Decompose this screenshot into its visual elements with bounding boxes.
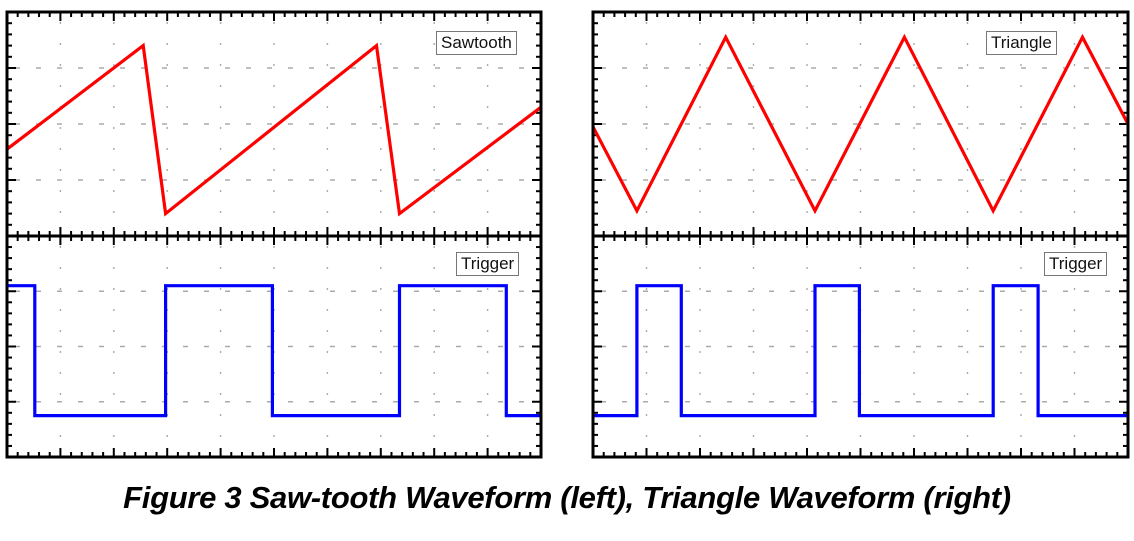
panel-frame [5,234,543,459]
panel-left-bottom [5,234,543,459]
waveform-trigger [7,284,541,418]
legend-trigger-left: Trigger [456,252,520,276]
waveform-trigger [593,284,1128,418]
waveform-triangle [591,33,1130,215]
panel-right-bottom [591,234,1130,459]
legend-triangle: Triangle [986,31,1057,55]
legend-trigger-right: Trigger [1044,252,1108,276]
panel-frame [591,234,1130,459]
figure-caption: Figure 3 Saw-tooth Waveform (left), Tria… [123,480,1011,515]
legend-sawtooth: Sawtooth [436,31,517,55]
waveform-sawtooth [6,42,542,217]
